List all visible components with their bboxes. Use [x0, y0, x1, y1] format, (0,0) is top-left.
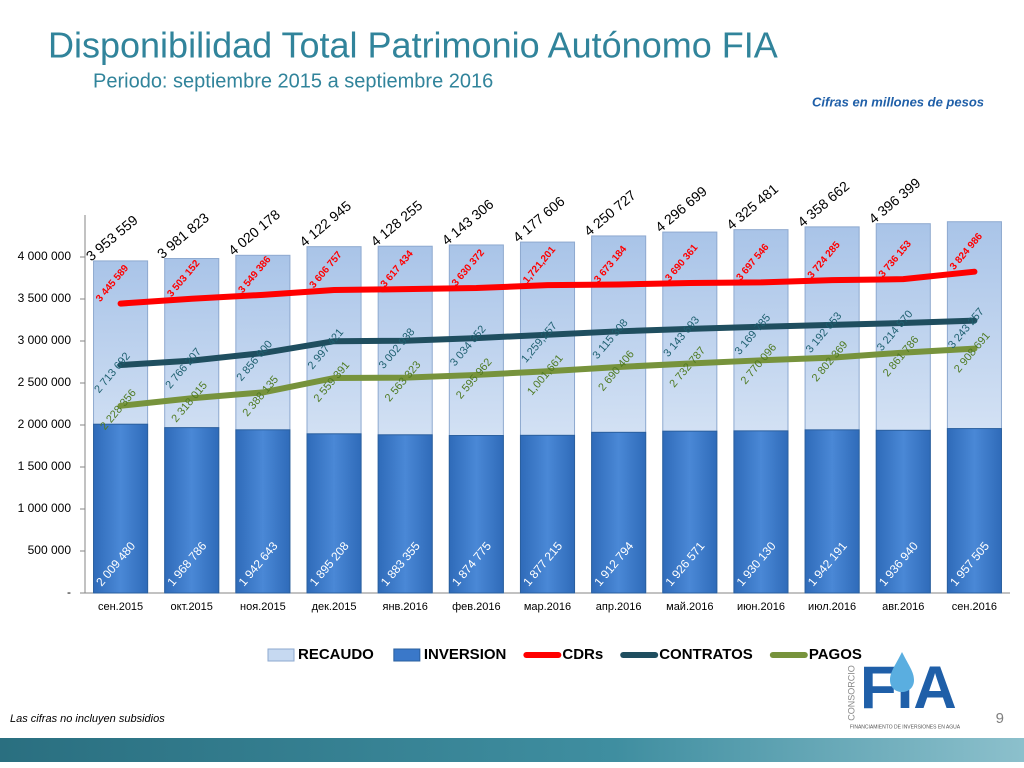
- footer-bar: [0, 738, 1024, 762]
- data-label: 4 296 699: [652, 183, 710, 235]
- bar: [662, 430, 718, 594]
- data-label: 4 396 399: [865, 174, 923, 226]
- legend-swatch: [267, 648, 295, 662]
- x-tick-label: май.2016: [666, 601, 713, 613]
- bar: [235, 429, 291, 594]
- x-tick-label: ноя.2015: [240, 601, 286, 613]
- data-label: 4 358 662: [794, 178, 852, 230]
- x-tick-label: мар.2016: [524, 601, 571, 613]
- bar: [946, 428, 1002, 594]
- bar: [875, 429, 931, 594]
- y-tick-label: 2 500 000: [18, 375, 72, 389]
- data-label: 4 020 178: [225, 206, 283, 258]
- legend-label: INVERSION: [424, 646, 507, 663]
- legend-label: CDRs: [562, 646, 603, 663]
- y-tick-label: 3 500 000: [18, 291, 72, 305]
- bar: [519, 434, 576, 594]
- x-tick-label: июл.2016: [808, 601, 856, 613]
- x-tick-label: окт.2015: [171, 601, 213, 613]
- logo-drop: [890, 652, 914, 692]
- legend-swatch: [393, 648, 421, 662]
- logo-tagline: FINANCIAMIENTO DE INVERSIONES EN AGUA: [850, 724, 961, 730]
- data-label: 4 122 945: [296, 197, 354, 249]
- x-tick-label: авг.2016: [882, 601, 924, 613]
- data-label: 3 953 559: [83, 212, 141, 264]
- y-tick-label: -: [67, 585, 71, 599]
- line: [117, 345, 978, 409]
- y-tick-label: 3 000 000: [18, 333, 72, 347]
- x-tick-label: июн.2016: [737, 601, 785, 613]
- x-tick-label: дек.2015: [312, 601, 357, 613]
- bar: [164, 427, 220, 594]
- y-tick-label: 1 500 000: [18, 459, 72, 473]
- bar: [306, 433, 362, 594]
- bar: [377, 434, 433, 594]
- y-tick-label: 1 000 000: [18, 501, 72, 515]
- line: [117, 317, 978, 369]
- x-tick-label: янв.2016: [382, 601, 427, 613]
- logo-side: CONSORCIO: [846, 665, 856, 721]
- bar: [733, 430, 789, 594]
- subtitle: Periodo: septiembre 2015 a septiembre 20…: [93, 70, 493, 92]
- x-tick-label: апр.2016: [596, 601, 642, 613]
- data-label: 4 177 606: [510, 193, 568, 245]
- data-label: 4 250 727: [581, 187, 639, 239]
- title: Disponibilidad Total Patrimonio Autónomo…: [48, 25, 778, 66]
- data-label: 4 325 481: [723, 180, 781, 232]
- legend-label: PAGOS: [809, 646, 862, 663]
- legend-label: CONTRATOS: [659, 646, 753, 663]
- note: Cifras en millones de pesos: [812, 94, 984, 109]
- bar: [93, 423, 149, 594]
- y-tick-label: 500 000: [28, 543, 72, 557]
- bar: [804, 429, 860, 594]
- x-tick-label: фев.2016: [452, 601, 501, 613]
- y-tick-label: 4 000 000: [18, 249, 72, 263]
- bar: [448, 435, 504, 594]
- footnote: Las cifras no incluyen subsidios: [10, 713, 165, 725]
- bar: [591, 431, 647, 594]
- line: [117, 268, 978, 307]
- data-label: 3 981 823: [154, 209, 212, 261]
- data-label: 4 143 306: [439, 196, 497, 248]
- x-tick-label: сен.2015: [98, 601, 143, 613]
- legend-label: RECAUDO: [298, 646, 374, 663]
- y-tick-label: 2 000 000: [18, 417, 72, 431]
- data-label: 4 128 255: [367, 197, 425, 249]
- plot: - 500 000 1 000 000 1 500 000 2 000 000 2 500…: [18, 174, 1010, 663]
- legend: RECAUDO INVERSION CDRs CONTRATOS PAGOS: [267, 646, 862, 663]
- page-number: 9: [996, 710, 1004, 727]
- logo: CONSORCIO FIA FINANCIAMIENTO DE INVERSIO…: [846, 652, 961, 730]
- x-tick-label: сен.2016: [952, 601, 997, 613]
